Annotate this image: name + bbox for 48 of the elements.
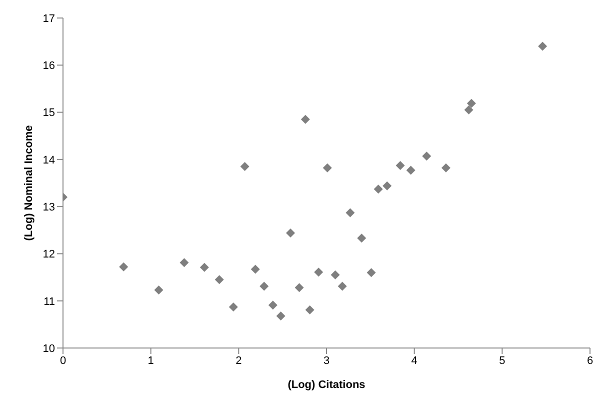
point bbox=[250, 264, 260, 274]
point bbox=[338, 282, 347, 291]
point bbox=[441, 163, 450, 172]
point bbox=[119, 262, 128, 272]
x-tick-label: 5 bbox=[499, 354, 506, 367]
y-tick-label: 16 bbox=[42, 60, 55, 72]
point bbox=[464, 105, 474, 114]
point bbox=[538, 42, 548, 51]
point bbox=[214, 275, 224, 284]
point bbox=[422, 152, 432, 161]
y-tick-label: 13 bbox=[42, 201, 55, 214]
y-tick-label: 15 bbox=[42, 107, 55, 120]
y-axis-title: (Log) Nominal Income bbox=[22, 125, 35, 241]
y-tick-label: 12 bbox=[42, 248, 55, 261]
x-axis-title: (Log) Citations bbox=[288, 378, 366, 391]
point bbox=[286, 228, 295, 238]
point bbox=[154, 286, 164, 295]
y-tick-label: 10 bbox=[42, 342, 55, 355]
x-tick-label: 3 bbox=[323, 354, 330, 367]
point bbox=[330, 270, 340, 280]
point bbox=[374, 184, 383, 194]
y-tick-label: 17 bbox=[42, 12, 55, 25]
point bbox=[200, 262, 209, 272]
point bbox=[366, 268, 376, 278]
point bbox=[276, 311, 286, 320]
point bbox=[180, 258, 189, 268]
point bbox=[305, 305, 314, 314]
point bbox=[357, 234, 366, 243]
x-tick-label: 6 bbox=[586, 354, 594, 367]
point bbox=[294, 283, 304, 292]
point bbox=[382, 181, 392, 190]
y-tick-label: 11 bbox=[44, 296, 55, 308]
point bbox=[268, 300, 278, 310]
point bbox=[396, 161, 405, 170]
point bbox=[314, 268, 324, 277]
x-tick-label: 4 bbox=[411, 354, 418, 367]
point bbox=[228, 302, 238, 312]
x-tick-label: 1 bbox=[148, 354, 154, 367]
point bbox=[240, 162, 250, 171]
point bbox=[300, 114, 310, 124]
point bbox=[466, 98, 476, 108]
x-tick-label: 0 bbox=[60, 354, 66, 367]
point bbox=[260, 282, 269, 291]
point bbox=[406, 166, 416, 175]
point bbox=[322, 163, 332, 172]
y-tick-label: 14 bbox=[42, 154, 55, 166]
x-tick-label: 2 bbox=[236, 354, 242, 367]
point bbox=[346, 208, 355, 218]
